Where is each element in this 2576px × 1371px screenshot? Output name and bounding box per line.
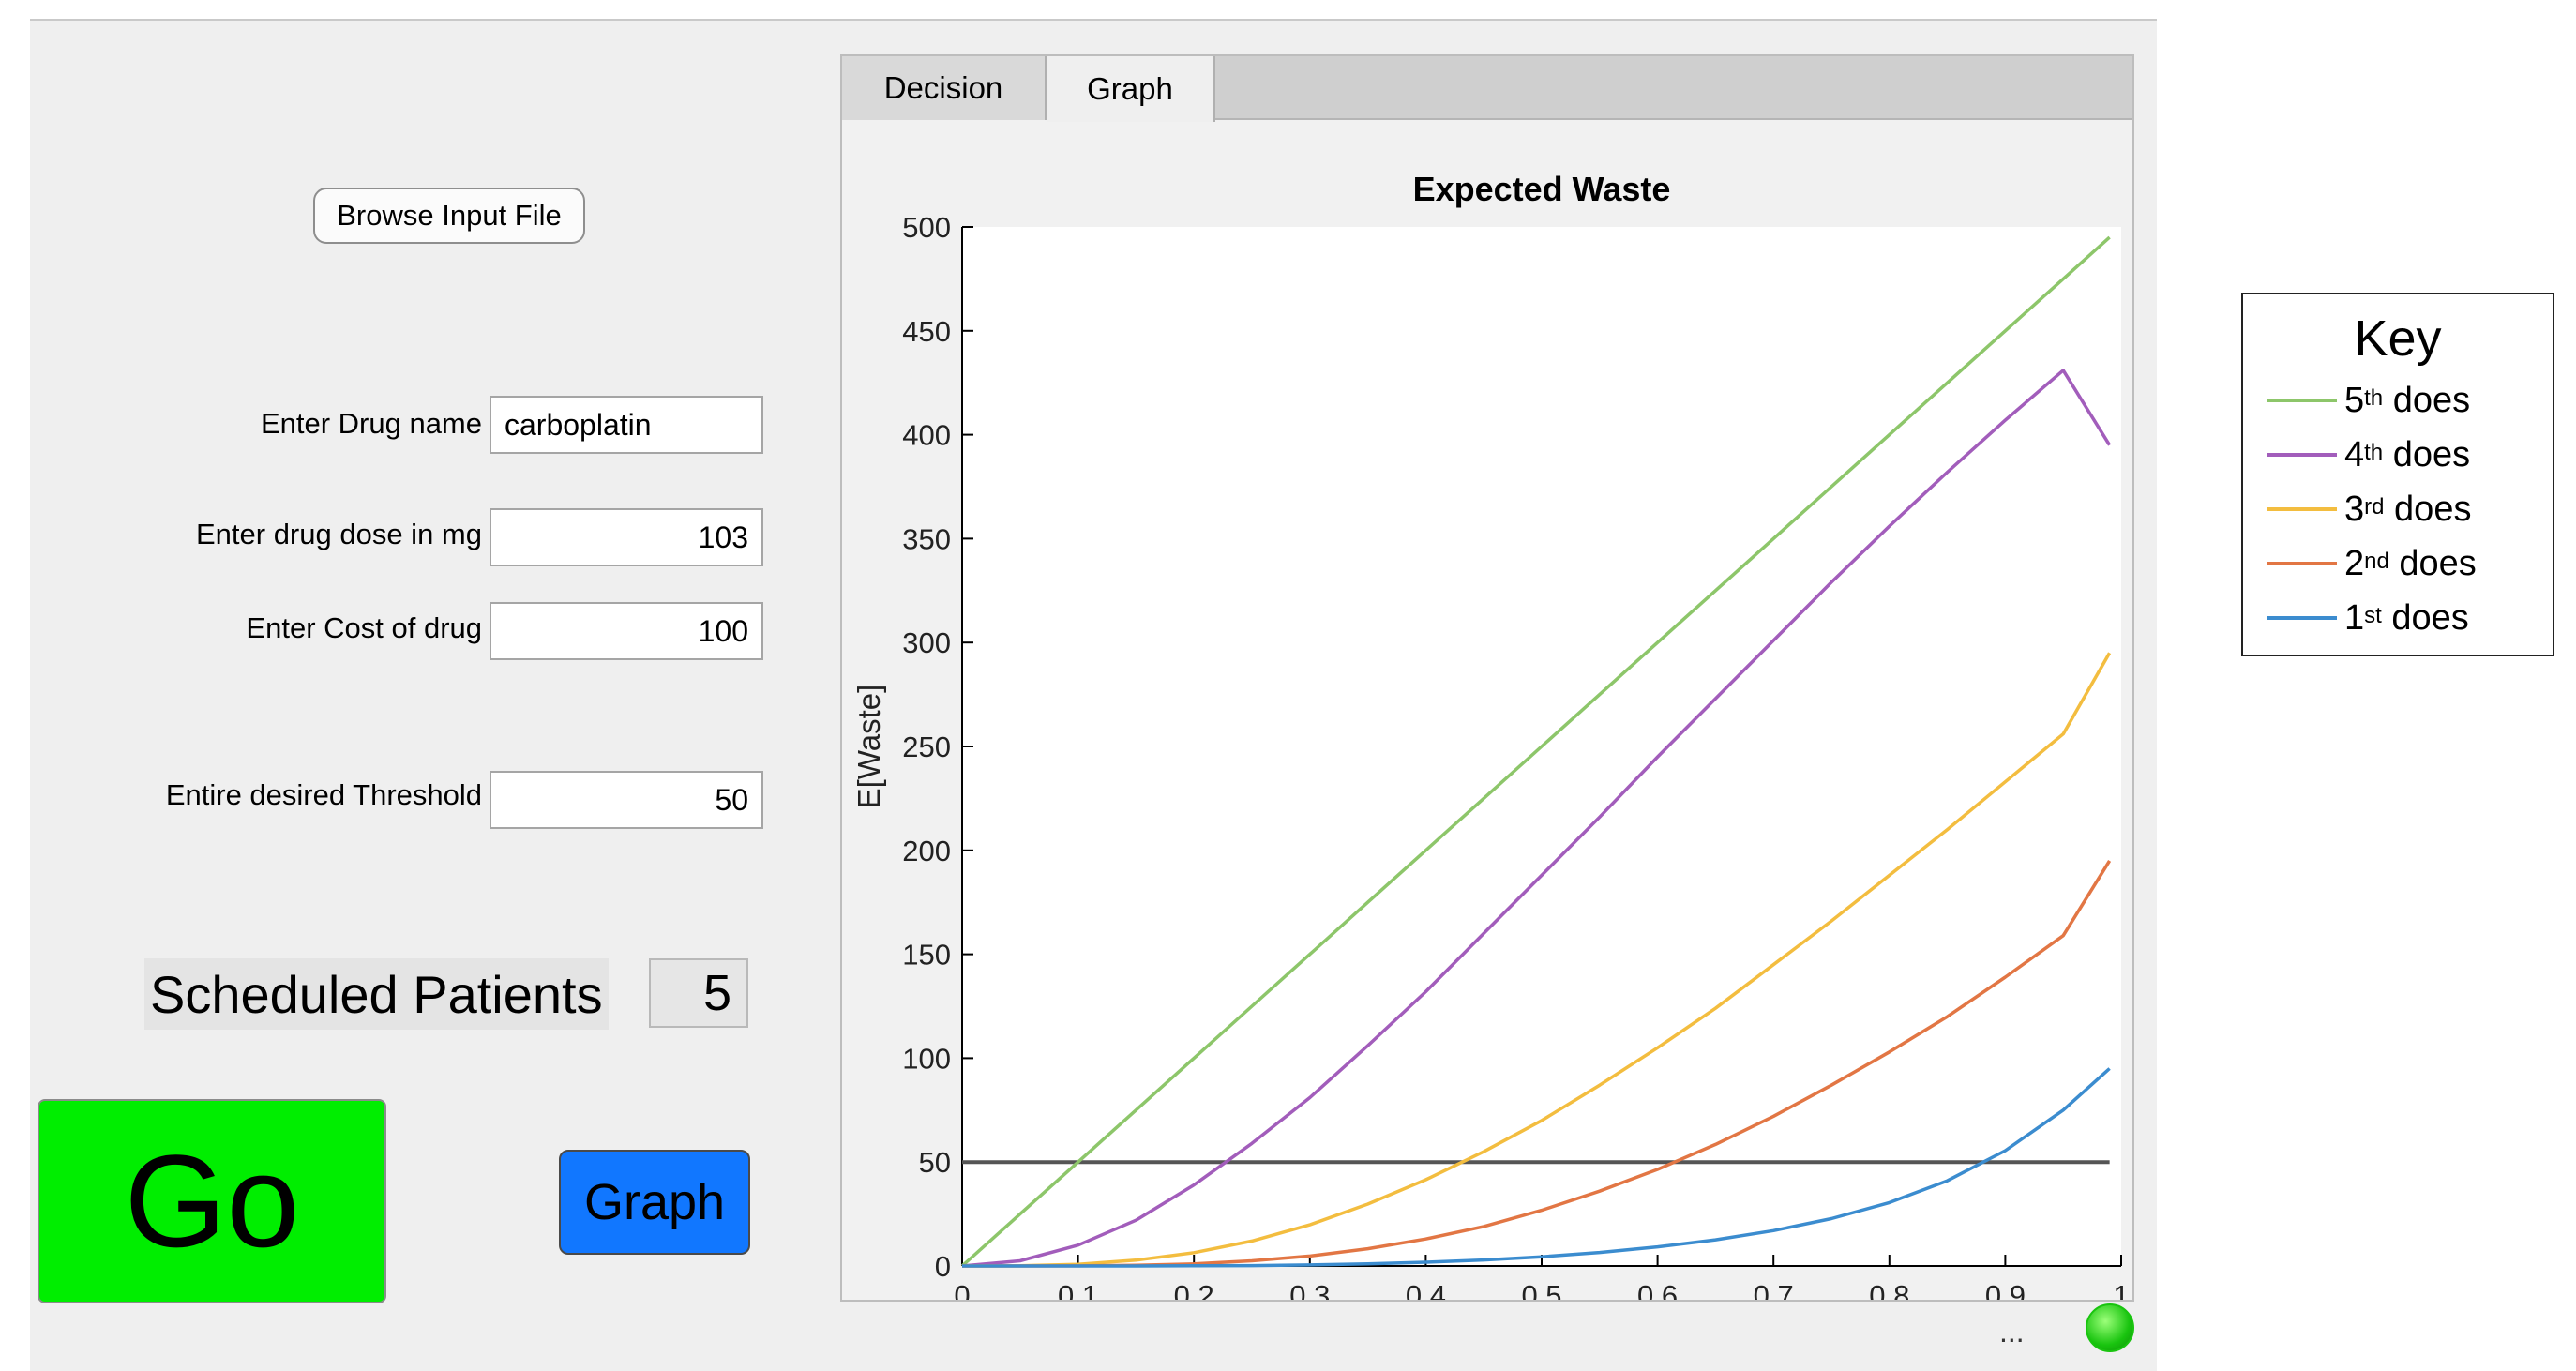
drug-cost-label: Enter Cost of drug (246, 611, 482, 644)
y-axis-label: E[Waste] (851, 685, 886, 809)
y-tick-label: 100 (902, 1042, 951, 1075)
chart-title: Expected Waste (1413, 170, 1671, 208)
series-line-3 (961, 652, 2112, 1268)
y-tick-label: 250 (902, 731, 951, 763)
key-item-number: 5 (2344, 380, 2365, 420)
tab-graph[interactable]: Graph (1047, 56, 1215, 122)
y-tick-label: 350 (902, 522, 951, 555)
y-tick-label: 450 (902, 315, 951, 348)
key-swatch (2267, 616, 2337, 620)
status-ellipsis: ... (1999, 1315, 2025, 1348)
threshold-input[interactable] (490, 771, 763, 829)
y-tick-label: 200 (902, 835, 951, 867)
y-tick-label: 50 (919, 1146, 951, 1179)
drug-dose-input[interactable] (490, 508, 763, 566)
app-window: Browse Input File Enter Drug name Enter … (30, 19, 2157, 1371)
series-line-1 (960, 235, 2111, 1268)
x-tick-label: 0 (954, 1279, 970, 1300)
x-tick-label: 0.7 (1754, 1279, 1794, 1300)
series-line-5 (962, 1067, 2111, 1268)
browse-input-file-button[interactable]: Browse Input File (313, 188, 585, 244)
drug-name-label: Enter Drug name (260, 407, 482, 440)
y-tick-label: 300 (902, 626, 951, 659)
graph-button[interactable]: Graph (559, 1150, 750, 1255)
key-title: Key (2354, 310, 2442, 367)
x-tick-label: 0.8 (1869, 1279, 1909, 1300)
y-tick-label: 150 (902, 939, 951, 972)
tab-panel: Decision Graph Expected Waste 0 50 100 150 20… (840, 54, 2134, 1302)
x-tick-label: 1 (2113, 1279, 2129, 1300)
y-tick-label: 0 (935, 1250, 951, 1283)
x-tick-label: 0.2 (1174, 1279, 1214, 1300)
key-item-text: does (2399, 543, 2477, 583)
key-swatch (2267, 453, 2337, 457)
x-tick-label: 0.4 (1406, 1279, 1446, 1300)
status-light-icon (2086, 1303, 2134, 1352)
threshold-label: Entire desired Threshold (165, 778, 482, 811)
y-tick-label: 500 (902, 211, 951, 244)
drug-dose-label: Enter drug dose in mg (195, 518, 482, 550)
key-item-number: 1 (2344, 597, 2365, 638)
drug-cost-input[interactable] (490, 602, 763, 660)
key-swatch (2267, 399, 2337, 402)
x-tick-label: 0.9 (1985, 1279, 2026, 1300)
key-item-text: does (2394, 489, 2472, 529)
x-tick-label: 0.5 (1521, 1279, 1561, 1300)
series-line-2 (961, 369, 2112, 1268)
tab-bar: Decision Graph (842, 56, 2132, 122)
key-item-number: 3 (2344, 489, 2365, 529)
key-item-text: does (2391, 597, 2469, 638)
scheduled-patients-value: 5 (649, 958, 748, 1028)
x-tick-label: 0.3 (1289, 1279, 1330, 1300)
x-tick-label: 0.6 (1637, 1279, 1678, 1300)
y-tick-label: 400 (902, 419, 951, 452)
x-tick-label: 0.1 (1058, 1279, 1098, 1300)
key-item-text: does (2392, 380, 2471, 420)
go-button[interactable]: Go (38, 1099, 386, 1303)
key-item-text: does (2392, 434, 2471, 475)
expected-waste-chart: Expected Waste 0 50 100 150 200 250 300 350 400 45… (851, 170, 2130, 1300)
drug-name-input[interactable] (490, 396, 763, 454)
key-swatch (2267, 562, 2337, 565)
scheduled-patients-label: Scheduled Patients (144, 958, 609, 1030)
key-item-number: 2 (2344, 543, 2365, 583)
key-item-number: 4 (2344, 434, 2365, 475)
tab-decision[interactable]: Decision (842, 56, 1047, 120)
key-swatch (2267, 507, 2337, 511)
